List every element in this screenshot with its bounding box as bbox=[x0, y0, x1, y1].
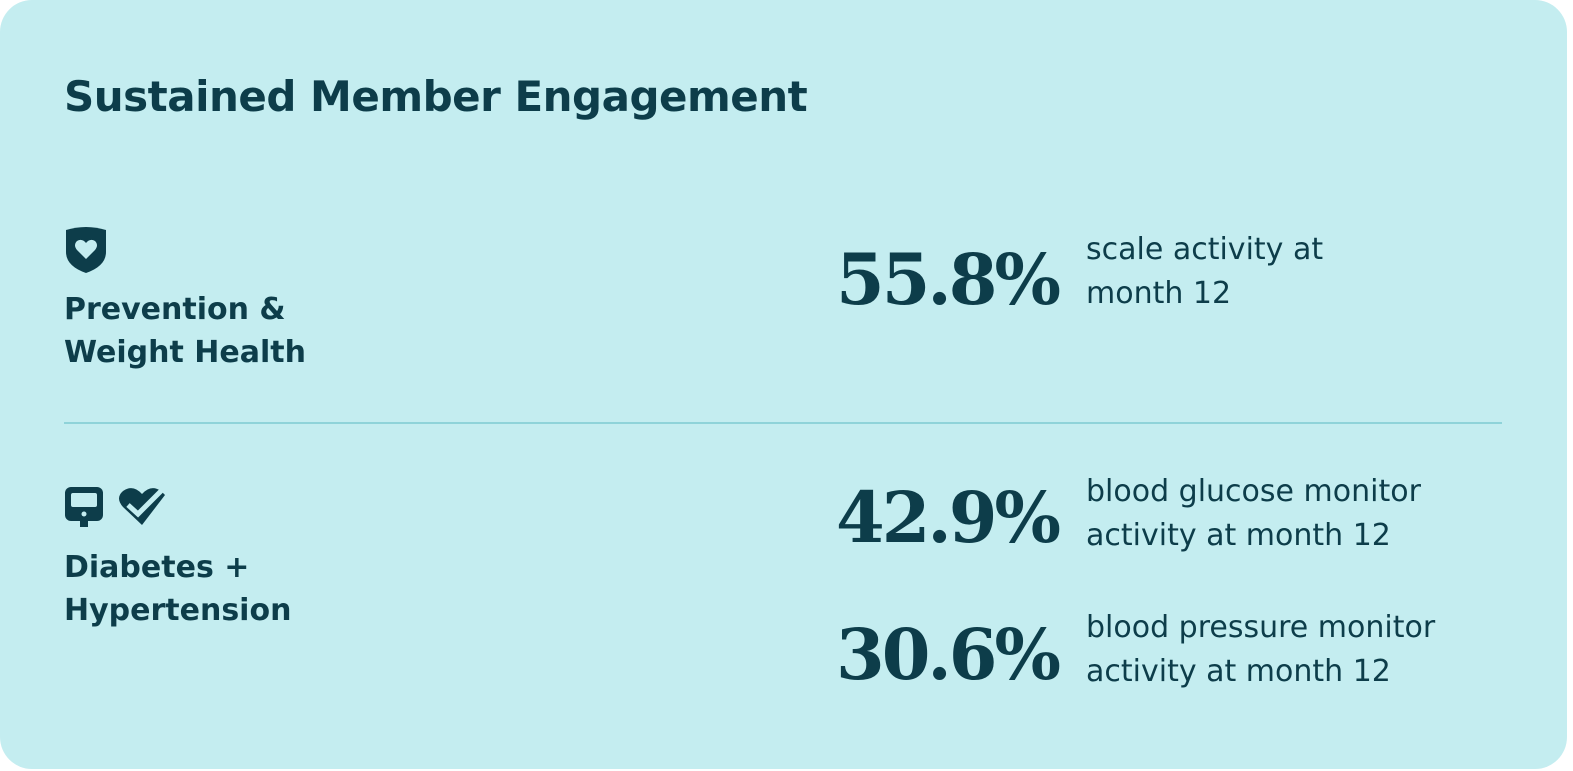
stat-value: 42.9% bbox=[836, 476, 1061, 559]
shield-heart-icon bbox=[66, 227, 106, 273]
stat-value: 55.8% bbox=[836, 238, 1061, 321]
stat-description: blood pressure monitor activity at month… bbox=[1086, 606, 1435, 694]
description-line: blood pressure monitor bbox=[1086, 610, 1436, 645]
description-line: activity at month 12 bbox=[1086, 654, 1391, 689]
label-line: Diabetes + bbox=[64, 550, 250, 585]
description-line: activity at month 12 bbox=[1086, 518, 1391, 553]
description-line: month 12 bbox=[1086, 276, 1232, 311]
section-label: Diabetes + Hypertension bbox=[64, 546, 291, 632]
section-label: Prevention & Weight Health bbox=[64, 288, 306, 374]
label-line: Prevention & bbox=[64, 292, 286, 327]
label-line: Hypertension bbox=[64, 593, 292, 628]
stat-value: 30.6% bbox=[836, 613, 1061, 696]
description-line: blood glucose monitor bbox=[1086, 474, 1421, 509]
divider bbox=[64, 422, 1502, 424]
glucose-monitor-icon bbox=[65, 487, 103, 527]
check-heart-icon bbox=[119, 488, 165, 525]
title: Sustained Member Engagement bbox=[64, 72, 808, 121]
description-line: scale activity at bbox=[1086, 232, 1324, 267]
label-line: Weight Health bbox=[64, 335, 306, 370]
stat-description: scale activity at month 12 bbox=[1086, 228, 1323, 316]
stat-description: blood glucose monitor activity at month … bbox=[1086, 470, 1421, 558]
